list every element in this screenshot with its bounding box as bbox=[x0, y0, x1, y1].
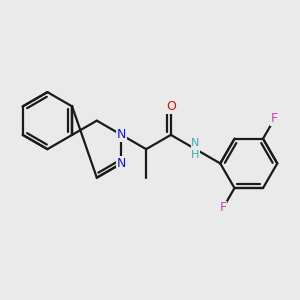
Text: F: F bbox=[271, 112, 278, 125]
Text: N
H: N H bbox=[191, 138, 200, 160]
Text: F: F bbox=[220, 201, 227, 214]
Text: O: O bbox=[166, 100, 176, 113]
Text: N: N bbox=[117, 128, 126, 141]
Text: N: N bbox=[117, 157, 126, 170]
